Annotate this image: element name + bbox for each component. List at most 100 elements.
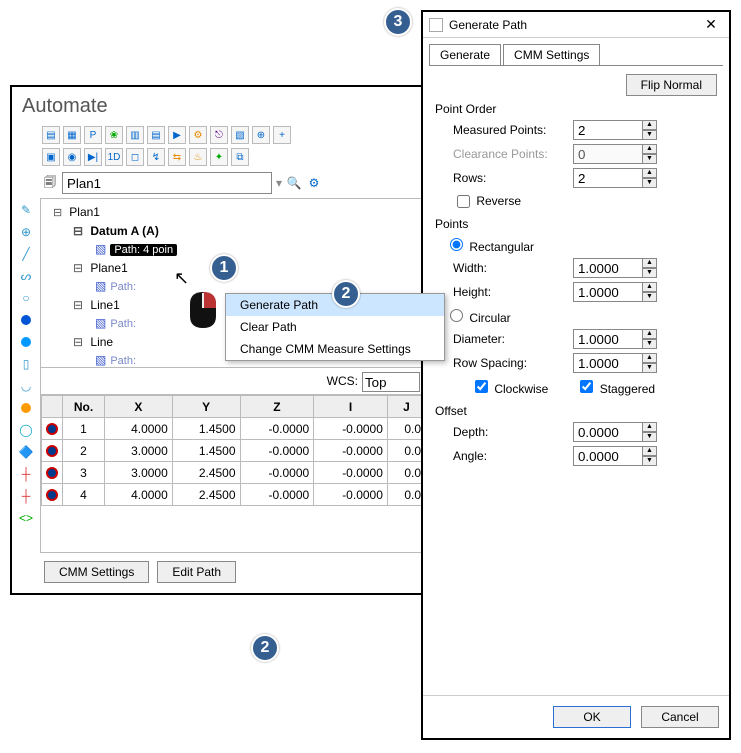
table-row[interactable]: 33.00002.4500-0.0000-0.00000.0 xyxy=(42,462,426,484)
wcs-label: WCS: xyxy=(327,372,358,392)
flip-normal-button[interactable]: Flip Normal xyxy=(626,74,717,96)
tb-icon[interactable]: ▤ xyxy=(42,126,60,144)
tree-path-active[interactable]: Path: 4 poin xyxy=(45,240,422,259)
width-spin[interactable]: ▲▼ xyxy=(573,258,657,278)
vb-icon[interactable]: ✎ xyxy=(18,202,34,218)
tb-icon[interactable]: ▶| xyxy=(84,148,102,166)
tb-icon[interactable]: ♨ xyxy=(189,148,207,166)
clockwise-checkbox[interactable]: Clockwise xyxy=(471,377,548,396)
group-point-order: Point Order xyxy=(435,102,717,116)
ok-button[interactable]: OK xyxy=(553,706,631,728)
tab-generate[interactable]: Generate xyxy=(429,44,501,65)
dialog-tabs: Generate CMM Settings xyxy=(423,38,729,65)
tb-icon[interactable]: ▥ xyxy=(126,126,144,144)
wcs-dropdown[interactable] xyxy=(362,372,420,392)
dialog-footer: OK Cancel xyxy=(423,695,729,738)
tb-icon[interactable]: 1D xyxy=(105,148,123,166)
left-iconbar: ✎ ⊕ ╱ ᔕ ○ ▯ ◡ ◯ 🔷 ┼ ┼ <> xyxy=(18,198,40,583)
tb-icon[interactable]: ▧ xyxy=(231,126,249,144)
vb-icon[interactable]: ┼ xyxy=(18,488,34,504)
depth-spin[interactable]: ▲▼ xyxy=(573,422,657,442)
vb-icon[interactable]: ○ xyxy=(18,290,34,306)
rows-label: Rows: xyxy=(453,171,573,185)
vb-icon[interactable]: <> xyxy=(18,510,34,526)
tb-icon[interactable]: ◻ xyxy=(126,148,144,166)
tree-root[interactable]: Plan1 xyxy=(45,203,422,222)
toolbar-row-2: ▣ ◉ ▶| 1D ◻ ↯ ⇆ ♨ ✦ ⧉ xyxy=(18,146,427,168)
measured-points-spin[interactable]: ▲▼ xyxy=(573,120,657,140)
tb-icon[interactable]: ❀ xyxy=(105,126,123,144)
dialog-icon xyxy=(429,18,443,32)
table-row[interactable]: 14.00001.4500-0.0000-0.00000.0 xyxy=(42,418,426,440)
vb-icon[interactable]: ◯ xyxy=(18,422,34,438)
grid-buttons: CMM Settings Edit Path xyxy=(40,553,427,583)
width-label: Width: xyxy=(453,261,573,275)
plan-selector-row: 🗐 ▾ 🔍 ⚙ xyxy=(18,168,427,198)
clearance-label: Clearance Points: xyxy=(453,147,573,161)
points-grid[interactable]: No. X Y Z I J 14.00001.4500-0.0000-0.000… xyxy=(41,395,426,506)
plan-icon: 🗐 xyxy=(42,175,58,191)
tb-icon[interactable]: ▣ xyxy=(42,148,60,166)
toolbar-row-1: ▤ ▦ P ❀ ▥ ▤ ▶ ⚙ ⎋ ▧ ⊕ + xyxy=(18,124,427,146)
tb-icon[interactable]: ⚙ xyxy=(189,126,207,144)
tb-icon[interactable]: ▶ xyxy=(168,126,186,144)
group-offset: Offset xyxy=(435,404,717,418)
rowspacing-label: Row Spacing: xyxy=(453,356,573,370)
vb-icon[interactable]: ⊕ xyxy=(18,224,34,240)
depth-label: Depth: xyxy=(453,425,573,439)
vb-icon[interactable]: 🔷 xyxy=(18,444,34,460)
automate-title: Automate xyxy=(18,93,427,124)
gear-icon[interactable]: ⚙ xyxy=(306,175,322,191)
vb-icon[interactable]: ╱ xyxy=(18,246,34,262)
tab-cmm-settings[interactable]: CMM Settings xyxy=(503,44,600,65)
cmm-settings-button[interactable]: CMM Settings xyxy=(44,561,149,583)
table-row[interactable]: 44.00002.4500-0.0000-0.00000.0 xyxy=(42,484,426,506)
search-icon[interactable]: 🔍 xyxy=(286,175,302,191)
circular-radio[interactable]: Circular xyxy=(445,311,511,325)
dialog-body: Flip Normal Point Order Measured Points:… xyxy=(423,66,729,695)
vb-icon[interactable]: ᔕ xyxy=(18,268,34,284)
vb-icon[interactable] xyxy=(18,334,34,350)
ctx-clear-path[interactable]: Clear Path xyxy=(226,316,444,338)
vb-icon[interactable]: ◡ xyxy=(18,378,34,394)
rows-spin[interactable]: ▲▼ xyxy=(573,168,657,188)
measured-label: Measured Points: xyxy=(453,123,573,137)
mouse-icon xyxy=(188,290,218,330)
height-spin[interactable]: ▲▼ xyxy=(573,282,657,302)
cancel-button[interactable]: Cancel xyxy=(641,706,719,728)
tb-icon[interactable]: ◉ xyxy=(63,148,81,166)
tb-icon[interactable]: ▦ xyxy=(63,126,81,144)
vb-icon[interactable]: ▯ xyxy=(18,356,34,372)
tb-icon[interactable]: ↯ xyxy=(147,148,165,166)
tree-item-datum[interactable]: Datum A (A) xyxy=(45,222,422,240)
table-row[interactable]: 23.00001.4500-0.0000-0.00000.0 xyxy=(42,440,426,462)
tb-icon[interactable]: ⊕ xyxy=(252,126,270,144)
generate-path-dialog: Generate Path ✕ Generate CMM Settings Fl… xyxy=(421,10,731,740)
diameter-spin[interactable]: ▲▼ xyxy=(573,329,657,349)
diameter-label: Diameter: xyxy=(453,332,573,346)
tb-icon[interactable]: ⎋ xyxy=(210,126,228,144)
ctx-change-cmm[interactable]: Change CMM Measure Settings xyxy=(226,338,444,360)
vb-icon[interactable] xyxy=(18,400,34,416)
staggered-checkbox[interactable]: Staggered xyxy=(576,377,655,396)
tb-icon[interactable]: + xyxy=(273,126,291,144)
rowspacing-spin[interactable]: ▲▼ xyxy=(573,353,657,373)
tb-icon[interactable]: ✦ xyxy=(210,148,228,166)
vb-icon[interactable] xyxy=(18,312,34,328)
plan-dropdown[interactable] xyxy=(62,172,272,194)
clearance-points-spin[interactable]: ▲▼ xyxy=(573,144,657,164)
callout-1: 1 xyxy=(210,254,238,282)
tb-icon[interactable]: ⧉ xyxy=(231,148,249,166)
angle-spin[interactable]: ▲▼ xyxy=(573,446,657,466)
edit-path-button[interactable]: Edit Path xyxy=(157,561,236,583)
close-icon[interactable]: ✕ xyxy=(699,16,723,33)
tb-icon[interactable]: ⇆ xyxy=(168,148,186,166)
points-grid-area: WCS: No. X Y Z I J 14.00001.4500-0.0000-… xyxy=(40,368,427,553)
callout-2b: 2 xyxy=(251,634,279,662)
angle-label: Angle: xyxy=(453,449,573,463)
vb-icon[interactable]: ┼ xyxy=(18,466,34,482)
rectangular-radio[interactable]: Rectangular xyxy=(445,240,534,254)
tb-icon[interactable]: P xyxy=(84,126,102,144)
reverse-checkbox[interactable]: Reverse xyxy=(453,194,521,208)
tb-icon[interactable]: ▤ xyxy=(147,126,165,144)
